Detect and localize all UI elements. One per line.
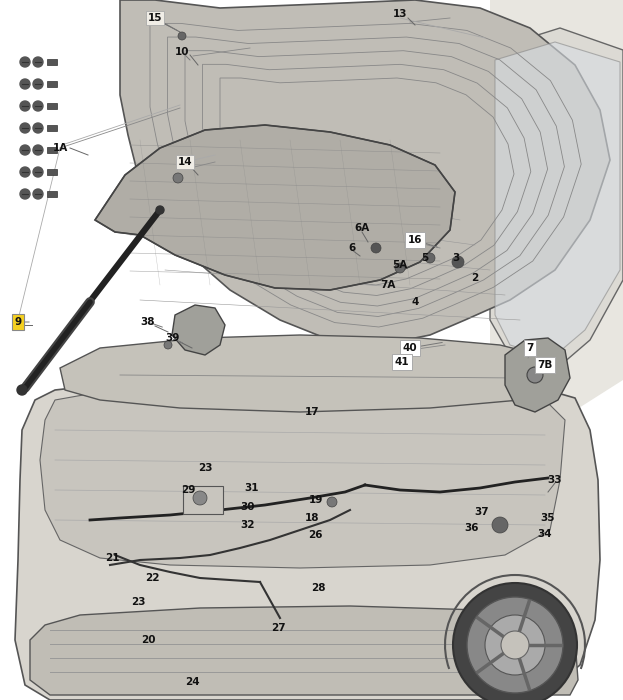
Circle shape	[395, 263, 405, 273]
Circle shape	[425, 253, 435, 263]
Text: 27: 27	[270, 623, 285, 633]
Text: 40: 40	[402, 343, 417, 353]
Text: 7B: 7B	[537, 360, 553, 370]
Text: 21: 21	[105, 553, 119, 563]
Text: 35: 35	[541, 513, 555, 523]
Text: 39: 39	[165, 333, 179, 343]
Polygon shape	[47, 81, 57, 87]
Text: 3: 3	[452, 253, 460, 263]
Polygon shape	[120, 0, 610, 345]
Text: 33: 33	[548, 475, 562, 485]
Polygon shape	[490, 28, 623, 370]
Circle shape	[20, 101, 30, 111]
Circle shape	[467, 597, 563, 693]
Circle shape	[453, 583, 577, 700]
Circle shape	[485, 615, 545, 675]
Text: 2: 2	[472, 273, 478, 283]
Text: 23: 23	[131, 597, 145, 607]
Text: 1A: 1A	[52, 143, 68, 153]
Text: 30: 30	[240, 502, 255, 512]
Text: 6: 6	[348, 243, 356, 253]
Text: 37: 37	[475, 507, 489, 517]
Circle shape	[17, 385, 27, 395]
Text: 24: 24	[184, 677, 199, 687]
Circle shape	[20, 123, 30, 133]
Polygon shape	[30, 606, 578, 695]
Text: 34: 34	[538, 529, 553, 539]
Text: 7A: 7A	[380, 280, 396, 290]
Circle shape	[501, 631, 529, 659]
Text: 9: 9	[14, 317, 22, 327]
Polygon shape	[95, 125, 455, 290]
Circle shape	[173, 173, 183, 183]
Polygon shape	[490, 0, 623, 420]
Polygon shape	[40, 386, 565, 568]
Text: 38: 38	[141, 317, 155, 327]
Text: 19: 19	[309, 495, 323, 505]
Text: 15: 15	[148, 13, 162, 23]
Circle shape	[20, 79, 30, 89]
Text: 22: 22	[145, 573, 159, 583]
Circle shape	[178, 32, 186, 40]
Circle shape	[33, 167, 43, 177]
Text: 31: 31	[245, 483, 259, 493]
Circle shape	[156, 206, 164, 214]
Polygon shape	[172, 305, 225, 355]
Circle shape	[20, 167, 30, 177]
Polygon shape	[505, 338, 570, 412]
Circle shape	[33, 101, 43, 111]
Circle shape	[492, 517, 508, 533]
Text: 4: 4	[411, 297, 419, 307]
FancyBboxPatch shape	[183, 486, 223, 514]
Text: 36: 36	[465, 523, 479, 533]
Circle shape	[452, 256, 464, 268]
Circle shape	[20, 57, 30, 67]
Polygon shape	[47, 125, 57, 131]
Text: 20: 20	[141, 635, 155, 645]
Circle shape	[33, 189, 43, 199]
Text: 5A: 5A	[392, 260, 407, 270]
Text: 6A: 6A	[354, 223, 369, 233]
Polygon shape	[495, 42, 620, 358]
Text: 13: 13	[392, 9, 407, 19]
Polygon shape	[15, 377, 600, 700]
Circle shape	[193, 491, 207, 505]
Text: 29: 29	[181, 485, 195, 495]
Circle shape	[33, 145, 43, 155]
Circle shape	[20, 145, 30, 155]
Text: 16: 16	[407, 235, 422, 245]
Text: 10: 10	[174, 47, 189, 57]
Circle shape	[33, 79, 43, 89]
Text: 5: 5	[421, 253, 429, 263]
Text: 17: 17	[305, 407, 320, 417]
Circle shape	[20, 189, 30, 199]
Circle shape	[33, 57, 43, 67]
Text: 23: 23	[197, 463, 212, 473]
Text: 32: 32	[240, 520, 255, 530]
Text: 18: 18	[305, 513, 319, 523]
Polygon shape	[47, 169, 57, 175]
Polygon shape	[47, 103, 57, 109]
Circle shape	[527, 367, 543, 383]
Circle shape	[33, 123, 43, 133]
Text: 41: 41	[395, 357, 409, 367]
Polygon shape	[47, 59, 57, 65]
Circle shape	[371, 243, 381, 253]
Polygon shape	[47, 191, 57, 197]
Circle shape	[164, 341, 172, 349]
Text: 14: 14	[178, 157, 193, 167]
Polygon shape	[60, 335, 560, 412]
Text: 26: 26	[308, 530, 322, 540]
Circle shape	[327, 497, 337, 507]
Text: 7: 7	[526, 343, 534, 353]
Text: 28: 28	[311, 583, 325, 593]
Polygon shape	[47, 147, 57, 153]
